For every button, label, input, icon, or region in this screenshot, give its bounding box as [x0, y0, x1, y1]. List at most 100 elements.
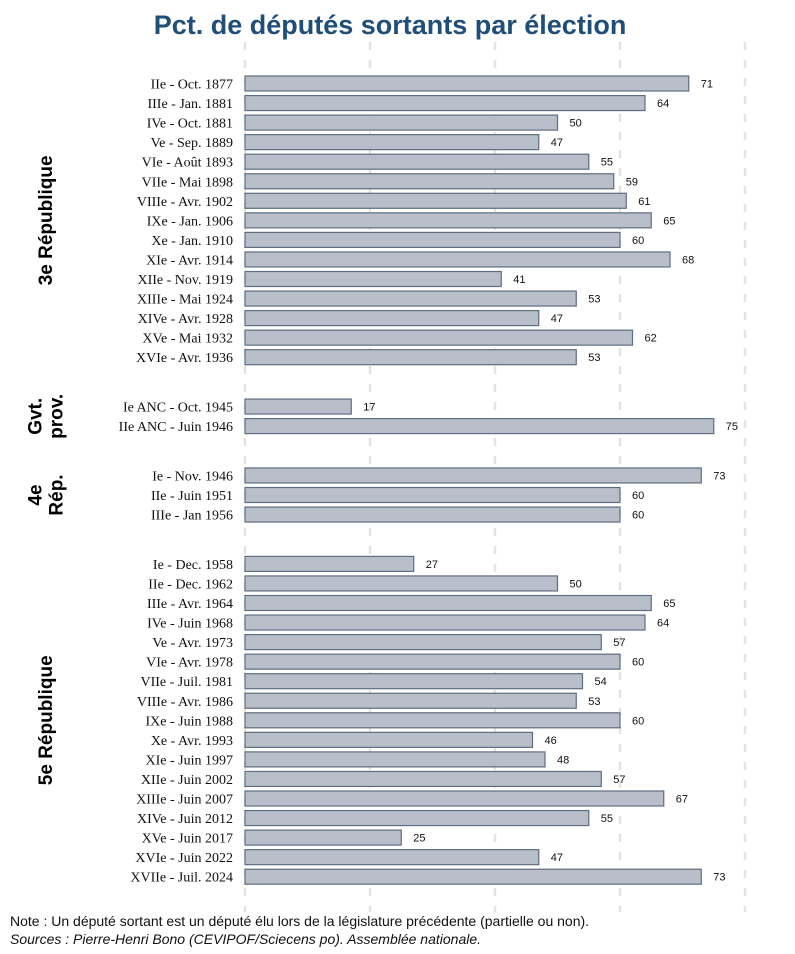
bar: [244, 270, 502, 288]
category-label: XVIIe - Juil. 2024: [130, 871, 233, 886]
value-label: 75: [726, 421, 738, 433]
category-label: XVIe - Avr. 1936: [136, 351, 233, 366]
bar: [244, 153, 590, 170]
category-label: IIe - Oct. 1877: [151, 78, 233, 93]
category-label: IIe ANC - Juin 1946: [119, 420, 233, 435]
category-label: XIe - Juin 1997: [146, 753, 234, 768]
bar: [244, 555, 415, 573]
category-label: IIIe - Avr. 1964: [147, 597, 233, 612]
category-label: IVe - Oct. 1881: [147, 117, 233, 132]
value-label: 67: [676, 794, 688, 806]
value-label: 60: [632, 657, 644, 669]
footer-source: Sources : Pierre-Henri Bono (CEVIPOF/Sci…: [10, 931, 482, 947]
category-labels: IIe - Oct. 1877 IIIe - Jan. 1881 IVe - Oct…: [119, 78, 233, 886]
bar: [244, 868, 702, 885]
bar: [244, 329, 634, 346]
bar: [244, 790, 665, 807]
value-label: 57: [613, 637, 625, 649]
category-label: Ie - Nov. 1946: [152, 469, 233, 484]
category-label: XVe - Juin 2017: [142, 832, 233, 847]
bar: [244, 75, 690, 92]
value-label: 50: [570, 118, 582, 130]
bar: [244, 653, 621, 670]
value-label: 73: [713, 872, 725, 884]
value-label: 57: [613, 774, 625, 786]
value-label: 55: [601, 157, 613, 169]
category-label: XIe - Avr. 1914: [146, 253, 233, 268]
value-label: 53: [588, 352, 600, 364]
category-label: Ve - Avr. 1973: [152, 636, 233, 651]
bar: [244, 594, 652, 612]
category-label: IXe - Juin 1988: [146, 714, 234, 729]
value-label: 60: [632, 510, 644, 522]
bar: [244, 731, 534, 748]
category-label: IXe - Jan. 1906: [147, 214, 233, 229]
bar: [244, 506, 621, 523]
category-label: VIIe - Juil. 1981: [140, 675, 233, 690]
bar: [244, 418, 715, 435]
category-label: VIIIe - Avr. 1986: [137, 695, 233, 710]
value-label: 73: [713, 470, 725, 482]
value-label: 41: [513, 274, 525, 286]
category-label: Xe - Jan. 1910: [151, 234, 233, 249]
value-label: 59: [626, 176, 638, 188]
value-label: 50: [570, 578, 582, 590]
bar: [244, 467, 702, 484]
category-label: Ve - Sep. 1889: [151, 136, 233, 151]
value-label: 17: [363, 402, 375, 414]
category-label: XIIIe - Juin 2007: [136, 793, 233, 808]
category-label: Ie - Dec. 1958: [153, 558, 233, 573]
value-label: 47: [551, 137, 563, 149]
category-label: IIe - Dec. 1962: [148, 577, 233, 592]
value-label: 61: [638, 196, 650, 208]
category-label: IIIe - Jan. 1881: [147, 97, 233, 112]
category-label: VIIe - Mai 1898: [142, 175, 233, 190]
value-label: 62: [645, 333, 657, 345]
value-label: 47: [551, 313, 563, 325]
group-label: 4eRép.: [26, 474, 68, 515]
category-label: Xe - Avr. 1993: [151, 734, 233, 749]
group-label: Gvt.prov.: [26, 394, 68, 439]
bar: [244, 712, 621, 729]
value-label: 47: [551, 852, 563, 864]
value-label: 64: [657, 618, 669, 630]
bar: [244, 486, 621, 504]
bar: [244, 310, 540, 327]
category-label: XIVe - Avr. 1928: [138, 312, 233, 327]
bar: [244, 251, 671, 268]
bar: [244, 231, 621, 248]
value-label: 48: [557, 754, 569, 766]
value-label: 55: [601, 813, 613, 825]
chart-title: Pct. de députés sortants par élection: [154, 10, 627, 40]
bar: [244, 94, 646, 112]
value-label: 65: [663, 215, 675, 227]
category-label: VIIIe - Avr. 1902: [137, 195, 233, 210]
category-label: XVe - Mai 1932: [142, 332, 233, 347]
group-label: 5e République: [36, 655, 57, 785]
footer-note: Note : Un député sortant est un député é…: [10, 913, 590, 929]
bar: [244, 829, 402, 846]
category-label: XIIe - Nov. 1919: [137, 273, 233, 288]
value-label: 25: [413, 833, 425, 845]
category-label: XIIIe - Mai 1924: [137, 293, 233, 308]
bar: [244, 398, 352, 415]
bars: [244, 75, 715, 885]
category-label: VIe - Août 1893: [142, 156, 233, 171]
bar: [244, 673, 584, 690]
value-label: 60: [632, 715, 644, 727]
bar: [244, 134, 540, 151]
category-label: XIIe - Juin 2002: [141, 773, 233, 788]
bar: [244, 692, 577, 709]
value-label: 27: [426, 559, 438, 571]
value-label: 71: [701, 79, 713, 91]
group-label: 3e République: [36, 155, 57, 285]
bar: [244, 212, 652, 229]
category-label: IIe - Juin 1951: [151, 489, 233, 504]
bar: [244, 192, 627, 209]
value-label: 53: [588, 696, 600, 708]
bar: [244, 633, 602, 651]
group-labels: 3e République Gvt.prov. 4eRép. 5e Républiqu…: [26, 155, 68, 785]
category-label: Ie ANC - Oct. 1945: [123, 401, 233, 416]
value-label: 46: [545, 735, 557, 747]
bar: [244, 614, 646, 631]
